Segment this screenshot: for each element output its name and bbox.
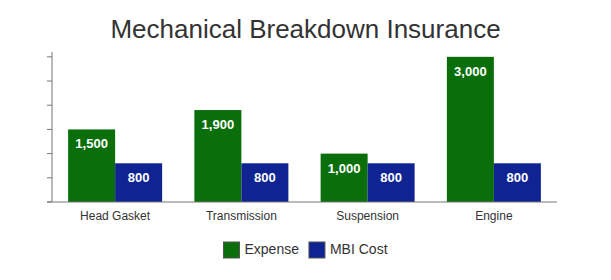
y-axis	[52, 52, 53, 202]
x-tick-label: Transmission	[206, 209, 277, 223]
title: Mechanical Breakdown Insurance	[110, 14, 500, 44]
data-label: 800	[254, 170, 276, 185]
data-label: 800	[507, 170, 529, 185]
bar	[368, 163, 415, 202]
y-tick	[47, 153, 52, 154]
legend-label: MBI Cost	[330, 241, 388, 257]
page: {"chart_data": {"type": "bar", "title": …	[0, 0, 611, 280]
data-labels: 1,500 1,900 1,000 3,000 800 800 800 800	[75, 64, 528, 185]
x-tick-label: Head Gasket	[80, 209, 151, 223]
data-label: 1,000	[328, 161, 361, 176]
data-label: 1,900	[202, 117, 235, 132]
bar	[194, 110, 241, 202]
y-tick	[47, 202, 52, 203]
bar	[494, 163, 541, 202]
bars	[68, 57, 541, 202]
data-label: 800	[128, 170, 150, 185]
y-tick	[47, 129, 52, 130]
x-tick-label: Engine	[475, 209, 513, 223]
bar	[68, 129, 115, 202]
legend: Expense MBI Cost	[223, 241, 387, 258]
y-tick	[47, 177, 52, 178]
data-label: 1,500	[75, 136, 108, 151]
legend-swatch	[309, 242, 325, 258]
x-axis	[47, 202, 557, 203]
bar	[115, 163, 162, 202]
legend-label: Expense	[244, 241, 299, 257]
x-tick-label: Suspension	[336, 209, 399, 223]
bar	[241, 163, 288, 202]
bar	[447, 57, 494, 202]
legend-swatch	[223, 242, 239, 258]
y-tick	[47, 56, 52, 57]
y-tick	[47, 105, 52, 106]
chart: Mechanical Breakdown Insurance 1,500 1,900…	[0, 0, 611, 280]
y-tick	[47, 81, 52, 82]
data-label: 3,000	[454, 64, 487, 79]
data-label: 800	[380, 170, 402, 185]
bar	[321, 154, 368, 202]
